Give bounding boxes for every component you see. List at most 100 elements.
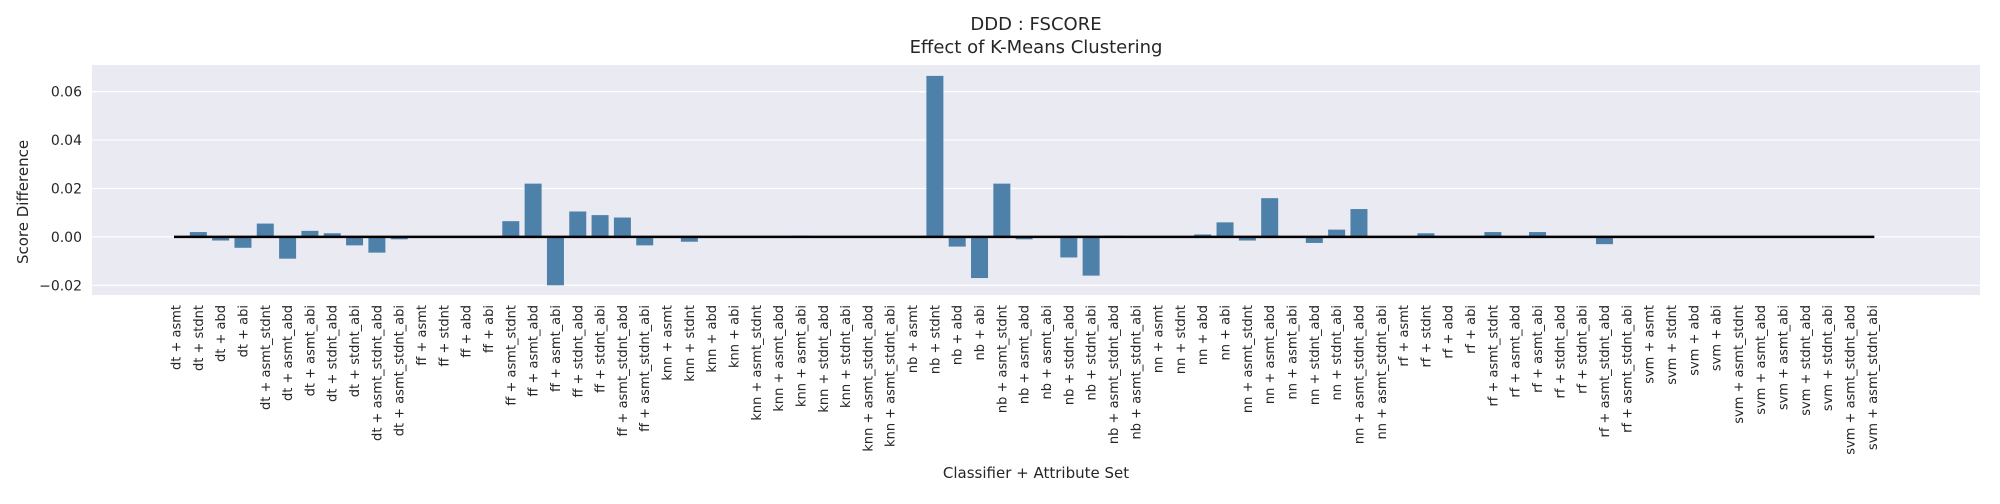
x-tick-label: rf + abd	[1442, 305, 1457, 359]
bar	[1529, 232, 1547, 237]
x-tick-label: nb + asmt	[906, 305, 921, 373]
x-tick-label: knn + asmt	[661, 305, 676, 381]
x-tick-label: dt + asmt	[170, 305, 185, 370]
y-tick-label: 0.00	[51, 230, 82, 246]
x-tick-label: nb + abd	[951, 305, 966, 365]
bar	[926, 75, 944, 237]
bar	[301, 230, 319, 237]
x-tick-label: rf + asmt	[1397, 305, 1412, 367]
x-tick-label: ff + asmt_abi	[549, 305, 564, 392]
x-tick-label: ff + asmt_stdnt_abi	[638, 305, 653, 432]
x-tick-label: nn + stdnt	[1174, 305, 1189, 374]
bar	[1417, 233, 1435, 237]
x-tick-label: rf + stdnt_abd	[1553, 305, 1568, 399]
x-tick-label: rf + asmt_stdnt	[1486, 305, 1501, 407]
bar	[1305, 236, 1323, 243]
x-tick-label: nb + asmt_abi	[1040, 305, 1055, 399]
x-tick-label: dt + asmt_stdnt_abi	[393, 305, 408, 436]
y-axis-label: Score Difference	[14, 140, 32, 264]
x-tick-label: knn + asmt_stdnt	[750, 305, 765, 421]
x-tick-label: nb + stdnt_abi	[1085, 305, 1100, 400]
x-tick-label: knn + stdnt_abd	[817, 305, 832, 413]
bar	[524, 183, 542, 237]
x-tick-label: rf + stdnt_abi	[1576, 305, 1591, 394]
x-tick-label: ff + stdnt	[437, 305, 452, 367]
x-tick-label: rf + abi	[1464, 305, 1479, 354]
x-tick-label: svm + stdnt_abi	[1821, 305, 1836, 411]
bar	[993, 183, 1011, 237]
x-tick-label: ff + asmt_stdnt	[504, 305, 519, 406]
bar	[502, 221, 520, 237]
x-tick-label: svm + stdnt_abd	[1799, 305, 1814, 416]
x-tick-label: svm + asmt_abi	[1777, 305, 1792, 410]
x-tick-label: nn + asmt_stdnt_abd	[1352, 305, 1367, 444]
x-tick-label: knn + asmt_stdnt_abi	[884, 305, 899, 447]
chart-subtitle: Effect of K-Means Clustering	[910, 37, 1163, 58]
bar	[279, 236, 297, 259]
x-tick-label: dt + asmt_stdnt_abd	[370, 305, 385, 441]
x-tick-label: rf + asmt_abd	[1509, 305, 1524, 398]
y-tick-label: −0.02	[39, 278, 82, 294]
x-tick-label: rf + stdnt	[1419, 305, 1434, 368]
x-tick-label: svm + asmt_abd	[1754, 305, 1769, 415]
x-tick-label: nn + stdnt_abd	[1308, 305, 1323, 405]
x-tick-label: svm + abd	[1687, 305, 1702, 376]
bar	[1082, 236, 1100, 276]
bar	[613, 217, 631, 237]
x-tick-label: dt + abd	[214, 305, 229, 362]
x-tick-label: knn + asmt_abi	[794, 305, 809, 407]
x-tick-label: dt + asmt_abd	[281, 305, 296, 401]
x-tick-label: knn + abi	[728, 305, 743, 368]
x-tick-label: knn + stdnt_abi	[839, 305, 854, 408]
bar	[1350, 209, 1368, 237]
x-tick-label: nn + asmt_stdnt_abi	[1375, 305, 1390, 439]
x-tick-label: ff + abi	[482, 305, 497, 353]
x-tick-label: knn + asmt_abd	[772, 305, 787, 412]
x-tick-label: dt + stdnt	[192, 305, 207, 371]
bar	[1238, 236, 1256, 241]
bar	[1216, 222, 1234, 237]
bar	[591, 215, 609, 237]
x-tick-label: knn + stdnt	[683, 305, 698, 382]
y-tick-label: 0.06	[51, 85, 82, 101]
x-tick-label: svm + asmt	[1643, 305, 1658, 384]
bar	[1595, 236, 1613, 245]
x-tick-label: dt + abi	[236, 305, 251, 357]
bar	[680, 236, 698, 242]
chart-title: DDD : FSCORE	[970, 14, 1101, 35]
x-axis-label: Classifier + Attribute Set	[943, 464, 1129, 482]
x-tick-label: ff + asmt_stdnt_abd	[616, 305, 631, 437]
x-tick-label: svm + stdnt	[1665, 305, 1680, 385]
x-tick-label: nn + stdnt_abi	[1330, 305, 1345, 400]
x-tick-label: rf + asmt_stdnt_abi	[1620, 305, 1635, 433]
x-tick-label: dt + stdnt_abd	[326, 305, 341, 402]
x-tick-label: nb + stdnt_abd	[1062, 305, 1077, 405]
x-tick-label: nb + abi	[973, 305, 988, 360]
x-tick-label: nb + stdnt	[928, 305, 943, 374]
x-tick-label: ff + abd	[460, 305, 475, 358]
bar	[948, 236, 966, 247]
x-tick-label: nb + asmt_stdnt_abi	[1129, 305, 1144, 439]
x-tick-label: nn + asmt_stdnt	[1241, 305, 1256, 413]
plot-background	[92, 65, 1980, 295]
x-tick-label: dt + asmt_stdnt	[259, 305, 274, 410]
x-tick-label: dt + stdnt_abi	[348, 305, 363, 397]
x-tick-label: dt + asmt_abi	[303, 305, 318, 396]
bar	[1261, 198, 1279, 237]
x-tick-label: nn + asmt_abi	[1286, 305, 1301, 399]
x-tick-label: svm + asmt_stdnt_abi	[1866, 305, 1881, 450]
bar	[346, 236, 364, 246]
x-tick-label: nn + abi	[1219, 305, 1234, 360]
x-tick-label: svm + asmt_stdnt_abd	[1844, 305, 1859, 455]
bar	[234, 236, 252, 248]
x-tick-label: ff + stdnt_abi	[594, 305, 609, 393]
x-tick-label: knn + abd	[705, 305, 720, 373]
bar	[1328, 229, 1346, 237]
x-tick-label: nn + asmt_abd	[1263, 305, 1278, 404]
x-tick-label: nb + asmt_abd	[1018, 305, 1033, 404]
x-tick-label: nb + asmt_stdnt_abd	[1107, 305, 1122, 444]
x-tick-label: ff + asmt_abd	[527, 305, 542, 397]
y-tick-label: 0.04	[51, 133, 82, 149]
